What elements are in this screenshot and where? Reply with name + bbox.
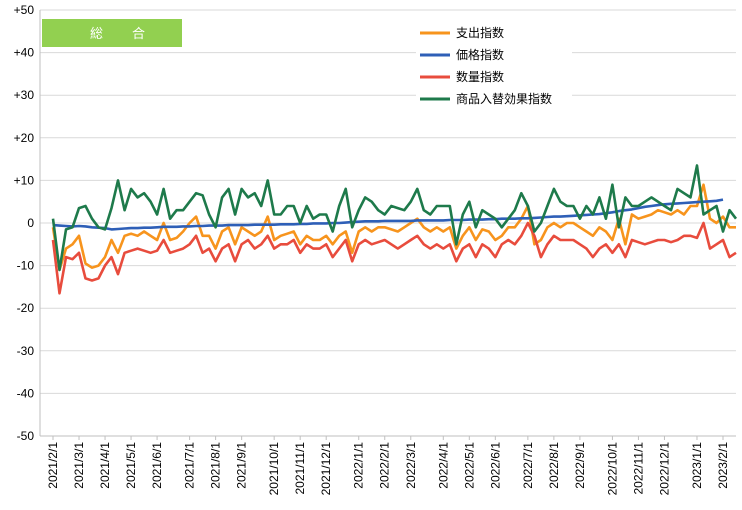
x-axis: 2021/2/1 2021/3/1 2021/4/1 2021/5/1 2021/6/1… bbox=[40, 435, 736, 496]
x-tick-label: 2023/1/1 bbox=[690, 442, 704, 489]
series-line-2 bbox=[51, 221, 737, 295]
title-badge-background bbox=[42, 19, 182, 47]
x-tick-label: 2022/11/1 bbox=[631, 442, 645, 495]
y-tick-label: -40 bbox=[17, 386, 35, 400]
y-tick-label: +20 bbox=[14, 131, 35, 145]
y-axis: -50 -40 -30 -20 -10 0 +10 +20 +30 +40 +50 bbox=[14, 3, 736, 443]
y-tick-label: +50 bbox=[14, 3, 35, 17]
x-tick-label: 2021/12/1 bbox=[319, 442, 333, 496]
x-tick-label: 2022/5/1 bbox=[462, 442, 476, 489]
x-tick-label: 2022/6/1 bbox=[488, 442, 502, 489]
x-tick-label: 2021/11/1 bbox=[293, 442, 307, 495]
y-tick-label: -30 bbox=[17, 344, 35, 358]
x-tick-label: 2022/2/1 bbox=[378, 442, 392, 489]
x-tick-label: 2021/9/1 bbox=[235, 442, 249, 489]
x-tick-label: 2021/4/1 bbox=[98, 442, 112, 489]
y-tick-label: +10 bbox=[14, 173, 35, 187]
x-tick-label: 2022/9/1 bbox=[573, 442, 587, 489]
series-line-1 bbox=[52, 198, 724, 231]
legend-label: 数量指数 bbox=[456, 69, 504, 84]
y-tick-label: +40 bbox=[14, 46, 35, 60]
x-tick-label: 2021/2/1 bbox=[46, 442, 60, 489]
x-tick-label: 2022/1/1 bbox=[352, 442, 366, 489]
x-tick-label: 2023/2/1 bbox=[716, 442, 730, 489]
series-line-0 bbox=[51, 183, 736, 272]
y-tick-label: +30 bbox=[14, 88, 35, 102]
series-lines bbox=[51, 164, 738, 295]
y-tick-label: -10 bbox=[17, 259, 35, 273]
legend-label: 商品入替効果指数 bbox=[456, 91, 552, 106]
x-tick-label: 2021/3/1 bbox=[72, 442, 86, 489]
x-tick-label: 2021/8/1 bbox=[209, 442, 223, 489]
x-tick-label: 2021/10/1 bbox=[267, 442, 281, 496]
x-tick-label: 2022/12/1 bbox=[657, 442, 671, 496]
x-tick-label: 2022/10/1 bbox=[605, 442, 619, 496]
x-tick-label: 2022/3/1 bbox=[404, 442, 418, 489]
x-tick-label: 2021/7/1 bbox=[183, 442, 197, 489]
x-tick-label: 2021/6/1 bbox=[150, 442, 164, 489]
x-tick-label: 2022/7/1 bbox=[521, 442, 535, 489]
x-tick-label: 2022/4/1 bbox=[436, 442, 450, 489]
title-badge-text: 総 合 bbox=[90, 27, 153, 42]
x-tick-label: 2022/8/1 bbox=[547, 442, 561, 489]
title-badge: 総 合 bbox=[42, 19, 182, 47]
y-tick-label: 0 bbox=[27, 216, 34, 230]
legend-label: 支出指数 bbox=[456, 25, 504, 40]
legend-label: 価格指数 bbox=[456, 47, 504, 62]
y-tick-label: -20 bbox=[17, 301, 35, 315]
x-tick-label: 2021/5/1 bbox=[124, 442, 138, 489]
series-line-3 bbox=[51, 164, 738, 272]
y-tick-label: -50 bbox=[17, 429, 35, 443]
